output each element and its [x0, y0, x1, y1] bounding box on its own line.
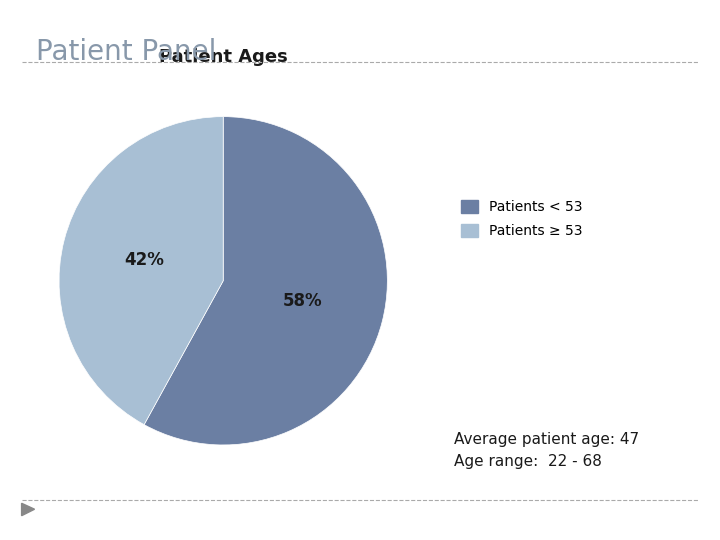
Text: Average patient age: 47
Age range:  22 - 68: Average patient age: 47 Age range: 22 - …: [454, 432, 639, 469]
Title: Patient Ages: Patient Ages: [159, 48, 287, 66]
Wedge shape: [59, 117, 223, 424]
Text: 42%: 42%: [124, 252, 163, 269]
Text: 58%: 58%: [283, 292, 323, 310]
Legend: Patients < 53, Patients ≥ 53: Patients < 53, Patients ≥ 53: [456, 195, 588, 244]
Wedge shape: [144, 117, 387, 445]
Text: Patient Panel: Patient Panel: [36, 38, 217, 66]
